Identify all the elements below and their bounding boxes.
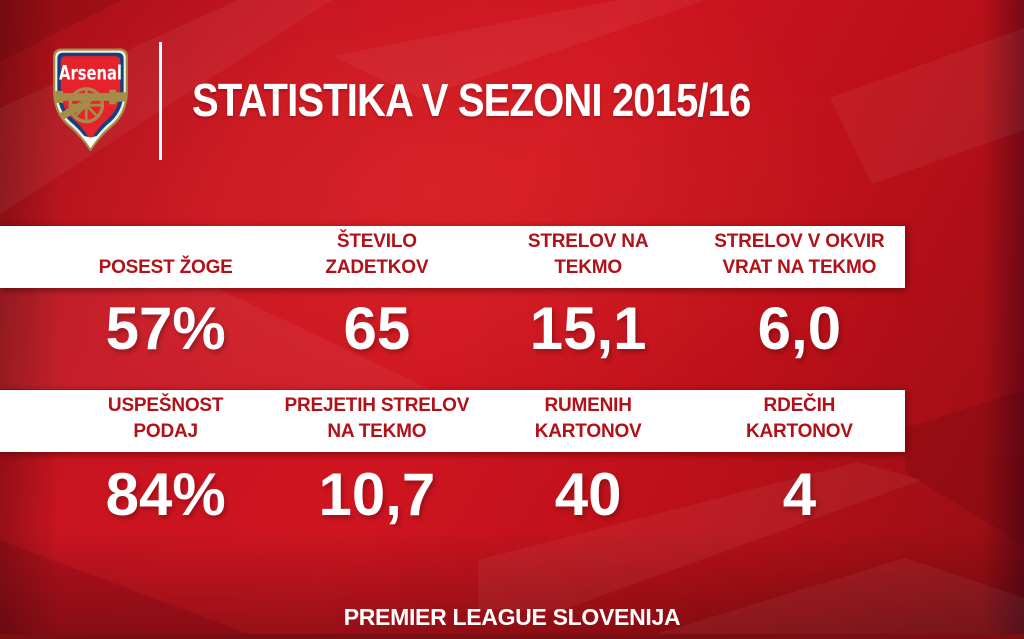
stat-value-strelov-na-tekmo: 15,1	[529, 294, 647, 362]
stat-value-uspesnost-podaj: 84%	[105, 460, 226, 528]
stat-value-rdecih-kartonov: 4	[782, 460, 817, 528]
stat-label-stevilo-zadetkov: ŠTEVILO ZADETKOV	[325, 231, 429, 278]
stats-values-row-2: 84% 10,7 40 4	[0, 459, 905, 529]
arsenal-crest-logo: Arsenal	[53, 48, 128, 152]
footer-league-label: PREMIER LEAGUE SLOVENIJA	[343, 604, 681, 630]
stat-value-posest-zoge: 57%	[105, 294, 226, 362]
stat-value-prejetih-strelov: 10,7	[318, 460, 436, 528]
crest-wordmark: Arsenal	[59, 61, 122, 84]
stat-value-strelov-v-okvir: 6,0	[757, 294, 842, 362]
stat-label-rumenih-kartonov: RUMENIH KARTONOV	[534, 395, 642, 442]
stat-label-posest-zoge: POSEST ŽOGE	[98, 257, 233, 278]
stats-values-row-1: 57% 65 15,1 6,0	[0, 293, 905, 363]
stats-banner-row-2: USPEŠNOST PODAJ PREJETIH STRELOV NA TEKM…	[0, 390, 905, 452]
stat-label-strelov-v-okvir: STRELOV V OKVIR VRAT NA TEKMO	[714, 231, 885, 278]
header-divider	[159, 42, 162, 160]
stat-label-prejetih-strelov: PREJETIH STRELOV NA TEKMO	[284, 395, 470, 442]
stat-value-rumenih-kartonov: 40	[554, 460, 622, 528]
page-title: STATISTIKA V SEZONI 2015/16	[192, 74, 751, 126]
stats-banner-row-1: POSEST ŽOGE ŠTEVILO ZADETKOV STRELOV NA …	[0, 226, 905, 288]
bottom-edge-strip	[0, 634, 1024, 639]
stat-label-rdecih-kartonov: RDEČIH KARTONOV	[745, 395, 853, 442]
stat-value-stevilo-zadetkov: 65	[343, 294, 411, 362]
stat-label-uspesnost-podaj: USPEŠNOST PODAJ	[107, 395, 224, 442]
stat-label-strelov-na-tekmo: STRELOV NA TEKMO	[527, 231, 649, 278]
